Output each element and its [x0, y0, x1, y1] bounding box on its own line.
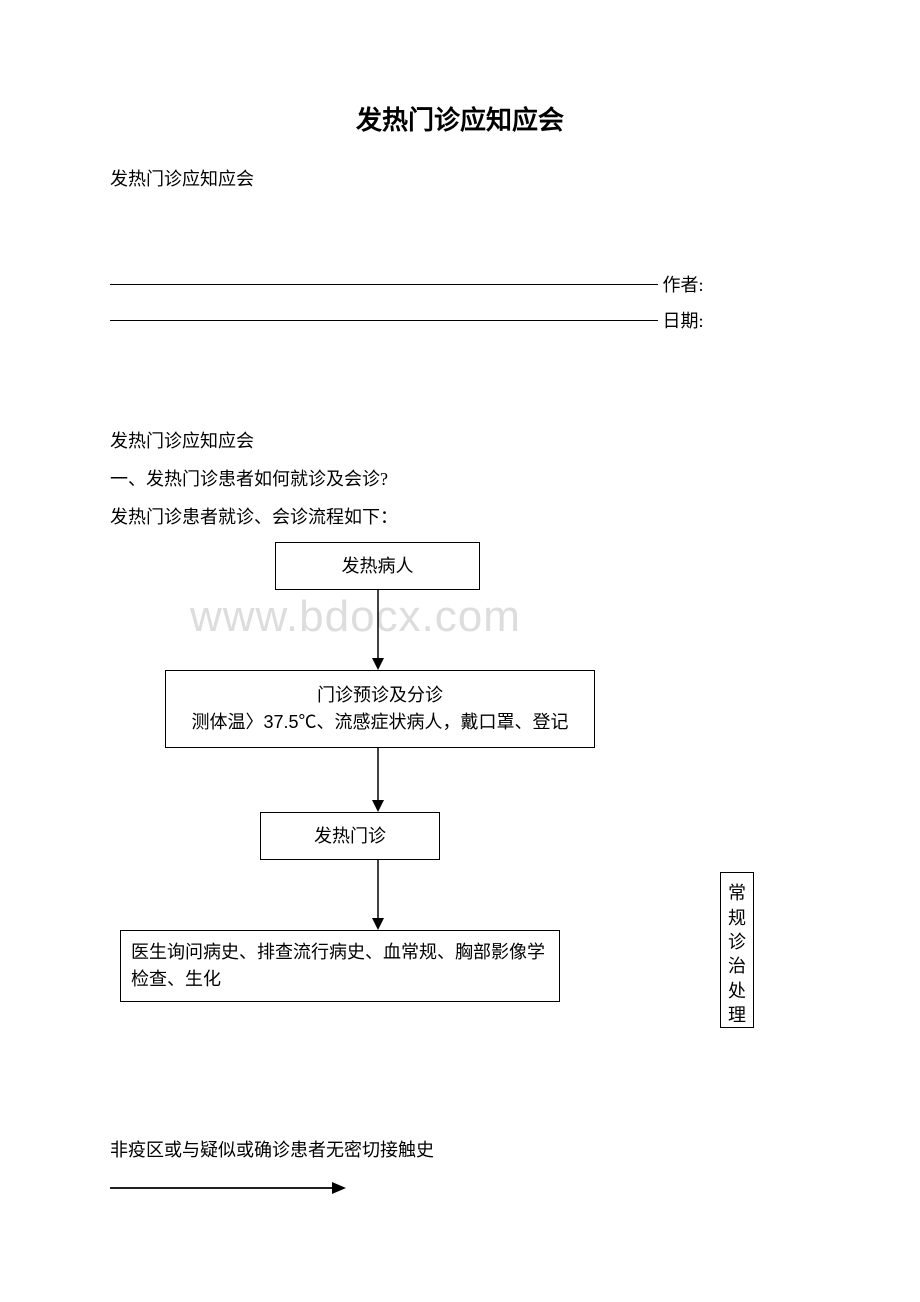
flow-node-triage-line2: 测体温〉37.5℃、流感症状病人，戴口罩、登记: [191, 709, 568, 736]
flow-node-exam: 医生询问病史、排查流行病史、血常规、胸部影像学检查、生化: [120, 930, 560, 1002]
meta-block: 作者: 日期:: [110, 271, 810, 333]
question-1-intro: 发热门诊患者就诊、会诊流程如下：: [110, 499, 810, 537]
flow-node-routine-label: 常规诊治处理: [728, 881, 746, 1027]
flow-node-triage-line1: 门诊预诊及分诊: [317, 682, 443, 709]
flow-node-patient: 发热病人: [275, 542, 480, 590]
lower-label: 非疫区或与疑似或确诊患者无密切接触史: [110, 1132, 810, 1168]
page-title: 发热门诊应知应会: [110, 100, 810, 137]
flow-node-fever-clinic: 发热门诊: [260, 812, 440, 860]
flow-node-fever-clinic-label: 发热门诊: [314, 823, 386, 850]
lower-text-block: 非疫区或与疑似或确诊患者无密切接触史: [110, 1132, 810, 1204]
date-dash: [110, 320, 658, 321]
horizontal-arrow: [110, 1174, 810, 1204]
author-line: 作者:: [110, 271, 810, 297]
watermark: www.bdocx.com: [190, 592, 521, 642]
flow-node-patient-label: 发热病人: [342, 553, 414, 580]
flowchart: www.bdocx.com 发热病人 门诊预诊及分诊 测体温〉37.5℃、流感症…: [110, 542, 810, 1102]
author-dash: [110, 284, 658, 285]
date-label: 日期:: [663, 311, 704, 331]
arrow-3: [377, 860, 379, 930]
author-label: 作者:: [663, 275, 704, 295]
flow-node-triage: 门诊预诊及分诊 测体温〉37.5℃、流感症状病人，戴口罩、登记: [165, 670, 595, 748]
flow-node-exam-label: 医生询问病史、排查流行病史、血常规、胸部影像学检查、生化: [131, 939, 549, 993]
section-heading: 发热门诊应知应会: [110, 423, 810, 461]
date-line: 日期:: [110, 307, 810, 333]
body-text: 发热门诊应知应会 一、发热门诊患者如何就诊及会诊? 发热门诊患者就诊、会诊流程如…: [110, 423, 810, 536]
flow-node-routine: 常规诊治处理: [720, 872, 754, 1028]
arrow-2: [377, 748, 379, 812]
arrow-1: [377, 590, 379, 670]
page-subtitle: 发热门诊应知应会: [110, 165, 810, 191]
question-1: 一、发热门诊患者如何就诊及会诊?: [110, 461, 810, 499]
